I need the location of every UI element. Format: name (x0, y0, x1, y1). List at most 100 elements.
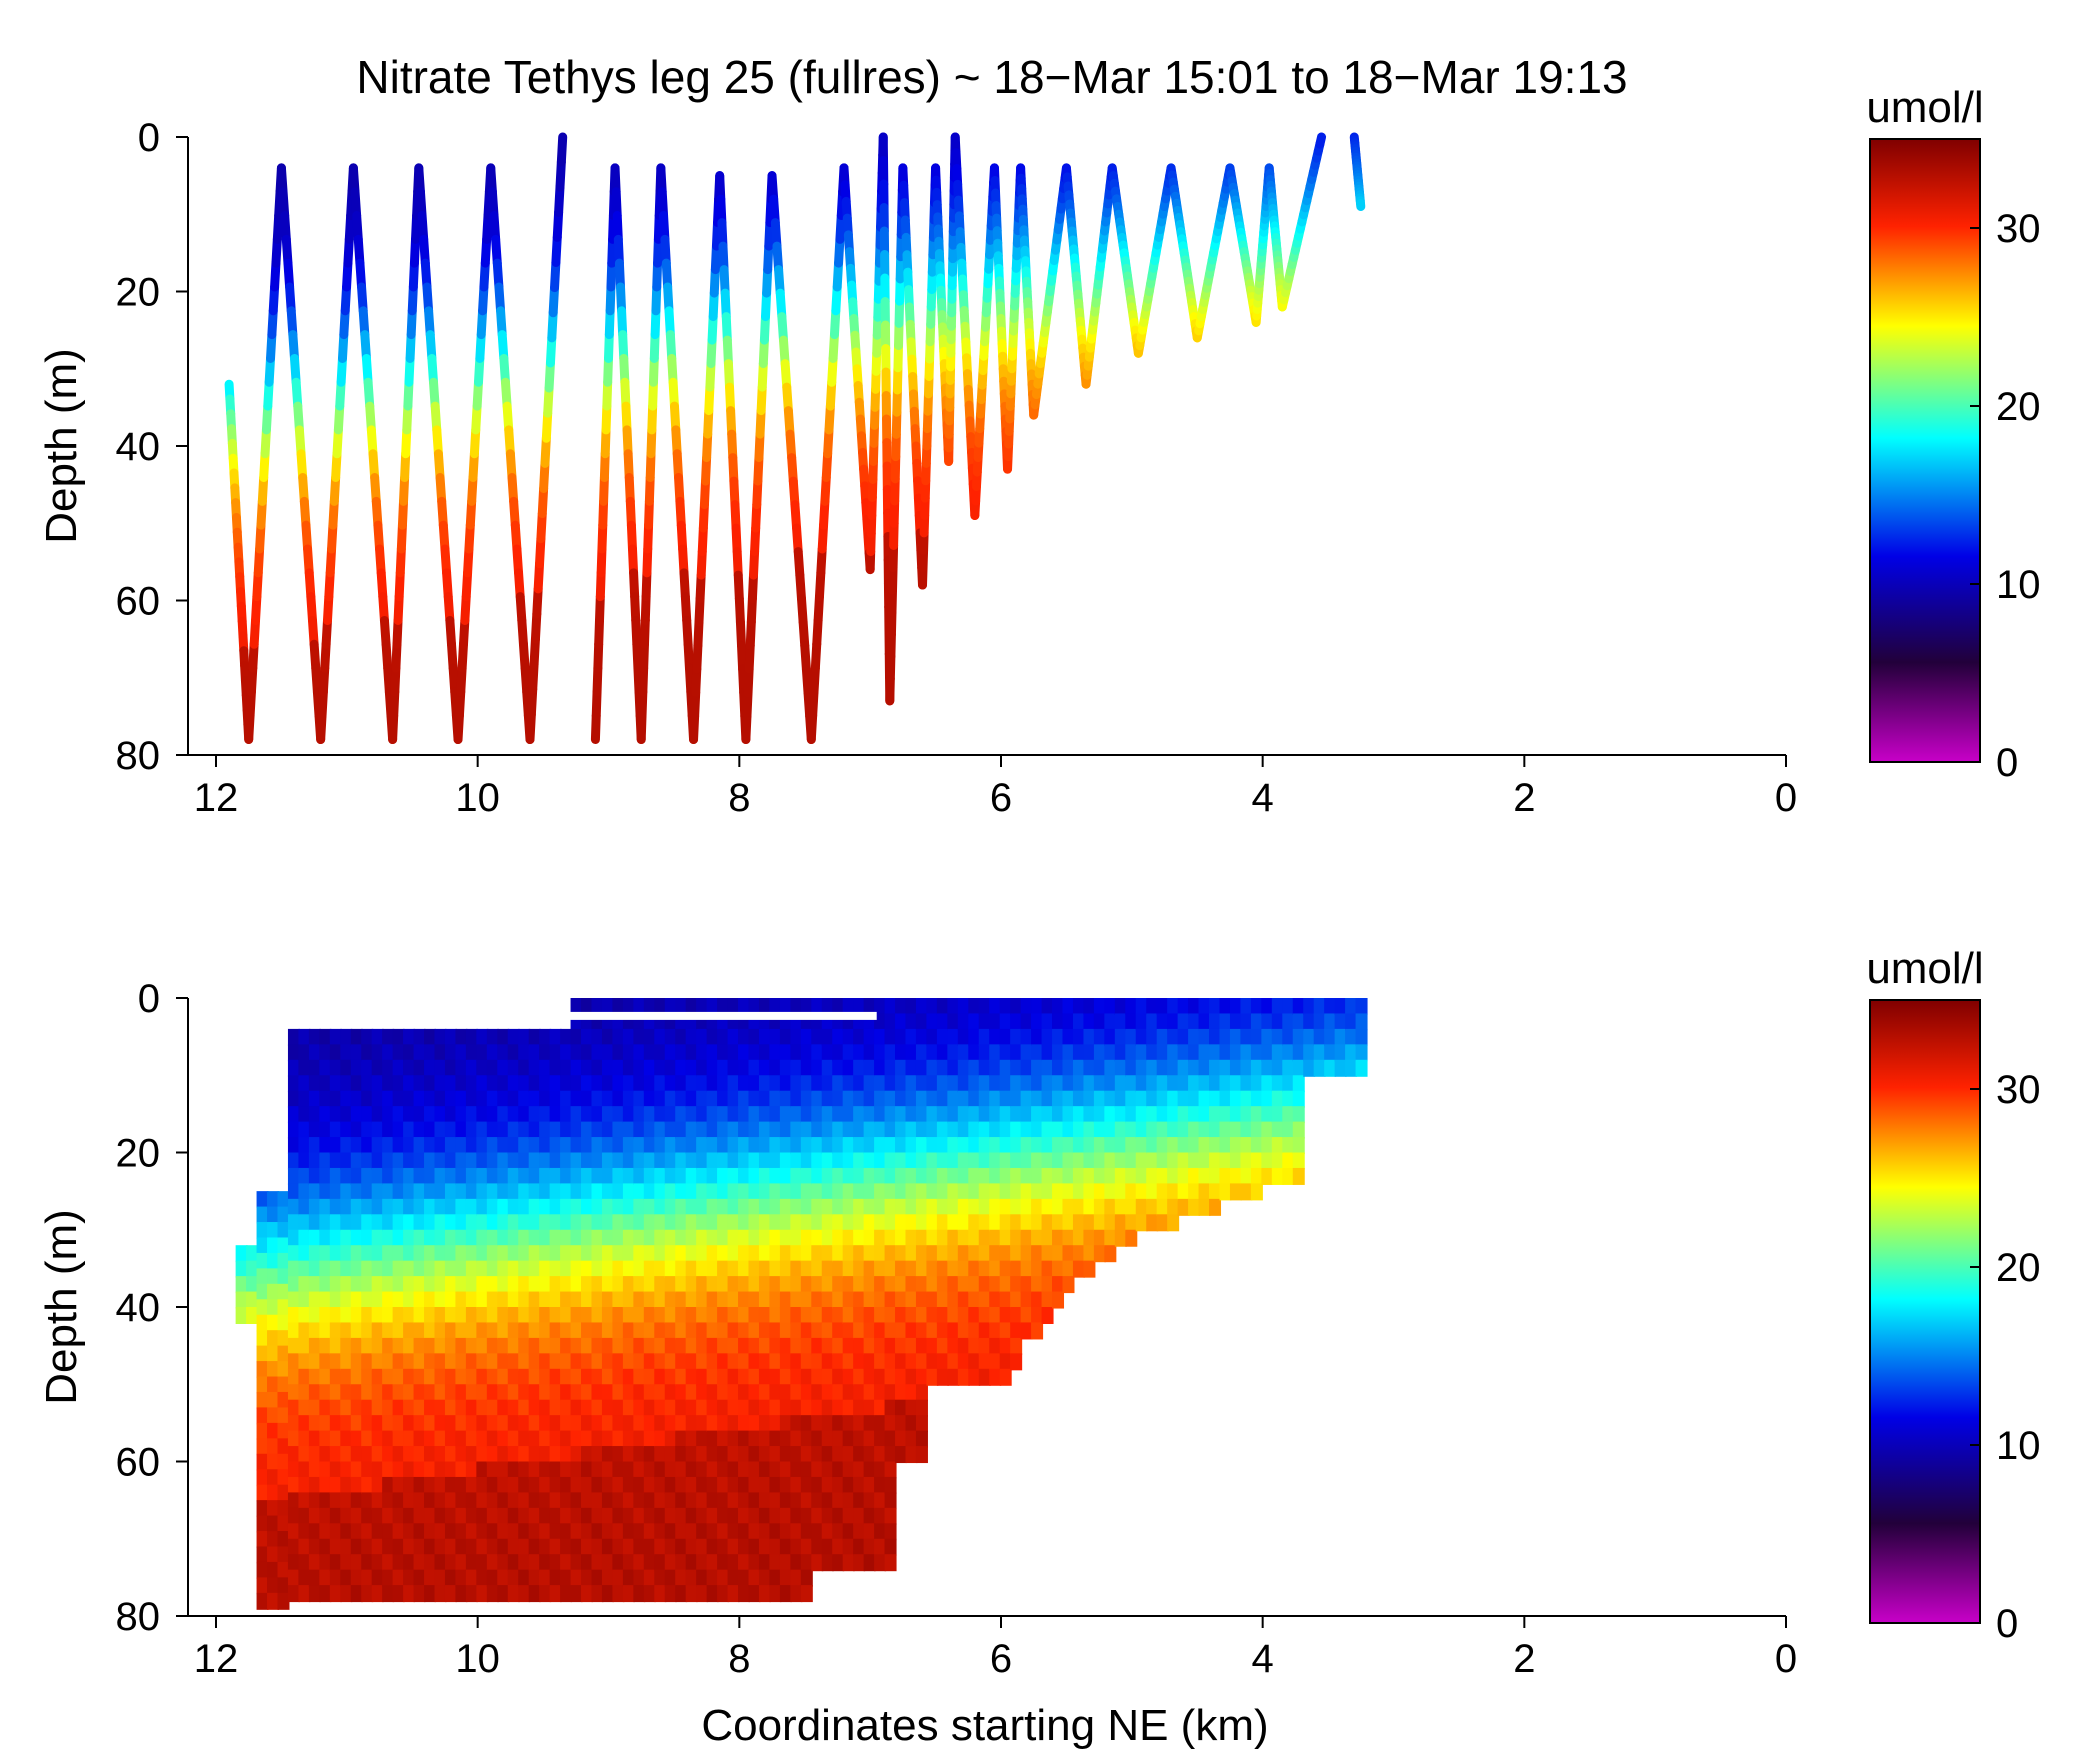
heatmap-cell (581, 1059, 594, 1077)
heatmap-cell (664, 1322, 677, 1340)
heatmap-cell (424, 1430, 437, 1448)
heatmap-cell (612, 1229, 625, 1247)
heatmap-cell (853, 1554, 866, 1572)
heatmap-cell (832, 1523, 845, 1541)
heatmap-cell (361, 1353, 374, 1371)
heatmap-cell (947, 1337, 960, 1355)
heatmap-cell (298, 1307, 311, 1324)
heatmap-cell (884, 1291, 897, 1309)
heatmap-cell (497, 1523, 510, 1541)
heatmap-cell (800, 1059, 813, 1077)
heatmap-cell (361, 1137, 374, 1155)
heatmap-cell (1031, 1183, 1044, 1201)
heatmap-cell (350, 1353, 363, 1371)
heatmap-cell (1020, 1245, 1033, 1263)
heatmap-cell (968, 1090, 981, 1108)
heatmap-cell (717, 1523, 730, 1541)
heatmap-cell (528, 1028, 541, 1046)
heatmap-cell (476, 1090, 489, 1108)
heatmap-cell (675, 1059, 688, 1077)
heatmap-cell (853, 1121, 866, 1139)
heatmap-cell (476, 1337, 489, 1355)
heatmap-cell (915, 1028, 928, 1046)
heatmap-cell (424, 1152, 437, 1170)
heatmap-cell (507, 1059, 520, 1077)
heatmap-cell (790, 1585, 803, 1603)
heatmap-cell (622, 1461, 635, 1479)
heatmap-cell (1146, 1183, 1159, 1201)
heatmap-cell (1250, 998, 1263, 1015)
heatmap-cell (1198, 1059, 1211, 1077)
heatmap-cell (1146, 1121, 1159, 1139)
heatmap-cell (382, 1260, 395, 1278)
heatmap-cell (989, 1368, 1002, 1386)
heatmap-cell (936, 1353, 949, 1371)
heatmap-cell (1188, 1028, 1201, 1046)
heatmap-cell (319, 1167, 332, 1185)
heatmap-cell (884, 1028, 897, 1046)
heatmap-cell (601, 1476, 614, 1494)
heatmap-cell (1104, 998, 1117, 1015)
heatmap-cell (706, 1538, 719, 1556)
heatmap-cell (413, 1245, 426, 1263)
heatmap-cell (392, 1075, 405, 1093)
heatmap-cell (581, 1322, 594, 1340)
heatmap-cell (539, 1322, 552, 1340)
heatmap-cell (769, 1569, 782, 1587)
heatmap-cell (340, 1554, 353, 1572)
heatmap-cell (434, 1137, 447, 1155)
heatmap-cell (842, 1183, 855, 1201)
heatmap-cell (1292, 998, 1305, 1015)
heatmap-cell (455, 1214, 468, 1232)
heatmap-cell (811, 1167, 824, 1185)
heatmap-cell (507, 1137, 520, 1155)
heatmap-cell (874, 1492, 887, 1510)
heatmap-cell (1041, 1276, 1054, 1294)
heatmap-cell (633, 1028, 646, 1046)
heatmap-cell (1093, 1059, 1106, 1077)
heatmap-cell (549, 1446, 562, 1464)
heatmap-cell (727, 1353, 740, 1371)
heatmap-cell (717, 1384, 730, 1402)
heatmap-cell (392, 1152, 405, 1170)
heatmap-cell (518, 1322, 531, 1340)
heatmap-cell (476, 1276, 489, 1294)
heatmap-cell (392, 1090, 405, 1108)
heatmap-cell (915, 1121, 928, 1139)
heatmap-cell (570, 1353, 583, 1371)
heatmap-cell (403, 1554, 416, 1572)
heatmap-cell (1052, 1276, 1065, 1294)
heatmap-cell (1031, 1106, 1044, 1124)
heatmap-cell (696, 1384, 709, 1402)
heatmap-cell (1072, 1106, 1085, 1124)
heatmap-cell (769, 1368, 782, 1386)
heatmap-cell (1156, 1214, 1169, 1232)
heatmap-cell (591, 1229, 604, 1247)
heatmap-cell (612, 1075, 625, 1093)
heatmap-cell (664, 1198, 677, 1216)
heatmap-cell (999, 1167, 1012, 1185)
heatmap-cell (779, 1476, 792, 1494)
heatmap-cell (298, 1198, 311, 1216)
heatmap-cell (361, 1291, 374, 1309)
heatmap-cell (947, 1028, 960, 1046)
heatmap-cell (622, 1028, 635, 1046)
heatmap-cell (392, 1291, 405, 1309)
heatmap-cell (717, 1492, 730, 1510)
heatmap-cell (413, 1337, 426, 1355)
heatmap-cell (329, 1461, 342, 1479)
heatmap-cell (350, 1446, 363, 1464)
heatmap-cell (424, 1461, 437, 1479)
heatmap-cell (779, 1523, 792, 1541)
heatmap-cell (581, 1430, 594, 1448)
heatmap-cell (915, 1307, 928, 1324)
heatmap-cell (1303, 1013, 1316, 1031)
heatmap-cell (999, 1044, 1012, 1062)
heatmap-cell (1209, 1183, 1222, 1201)
heatmap-cell (528, 1214, 541, 1232)
heatmap-cell (298, 1353, 311, 1371)
heatmap-cell (476, 1476, 489, 1494)
heatmap-cell (601, 1337, 614, 1355)
heatmap-cell (832, 1167, 845, 1185)
heatmap-cell (403, 1476, 416, 1494)
